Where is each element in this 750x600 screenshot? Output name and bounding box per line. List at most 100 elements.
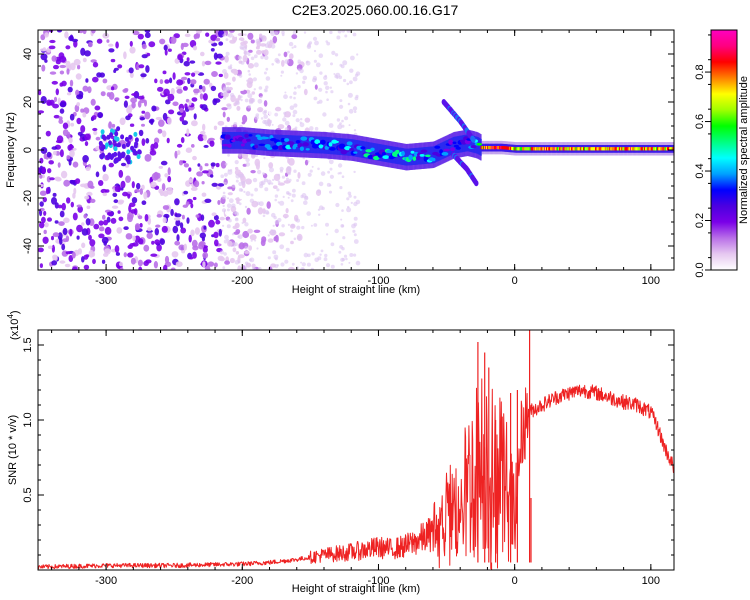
- noise-speck: [94, 105, 101, 111]
- noise-speck: [133, 208, 138, 216]
- noise-speck: [339, 171, 342, 175]
- noise-speck: [280, 70, 284, 74]
- trace-blob: [408, 154, 413, 161]
- noise-speck: [338, 75, 343, 80]
- colorbar-tick-label: 0.2: [694, 213, 706, 228]
- trace-band: [293, 135, 296, 153]
- trace-blob: [118, 154, 123, 160]
- noise-speck: [93, 130, 98, 136]
- noise-speck: [202, 252, 209, 259]
- noise-speck: [88, 218, 95, 227]
- trace-blob: [240, 143, 245, 147]
- noise-speck: [333, 73, 336, 75]
- trace-band: [254, 133, 257, 150]
- trace-ridge: [556, 147, 559, 151]
- noise-speck: [227, 240, 233, 247]
- noise-speck: [244, 261, 249, 265]
- noise-speck: [242, 265, 248, 270]
- noise-speck: [49, 71, 57, 75]
- noise-speck: [231, 203, 236, 208]
- trace-ridge: [607, 147, 609, 151]
- noise-speck: [47, 101, 53, 106]
- snr-multiplier-close: ): [9, 310, 21, 314]
- trace-blob: [349, 148, 354, 151]
- noise-speck: [178, 244, 186, 251]
- noise-speck: [120, 180, 126, 189]
- noise-speck: [347, 92, 353, 98]
- noise-speck: [65, 60, 71, 69]
- trace-ridge: [504, 146, 507, 150]
- trace-ridge: [563, 147, 566, 151]
- noise-speck: [108, 91, 115, 100]
- noise-speck: [181, 214, 185, 220]
- noise-speck: [90, 198, 96, 203]
- noise-speck: [337, 30, 342, 34]
- noise-speck: [244, 250, 250, 254]
- trace-band: [403, 148, 405, 166]
- noise-speck: [292, 114, 296, 118]
- noise-speck: [47, 168, 52, 174]
- noise-speck: [229, 257, 235, 264]
- noise-speck: [122, 88, 128, 93]
- noise-speck: [59, 64, 67, 69]
- noise-speck: [353, 216, 358, 221]
- trace-ridge: [588, 147, 591, 151]
- noise-speck: [339, 122, 342, 126]
- noise-speck: [231, 184, 236, 188]
- noise-speck: [340, 257, 345, 262]
- trace-ridge: [487, 146, 490, 150]
- noise-speck: [255, 38, 261, 44]
- noise-speck: [217, 120, 225, 126]
- noise-speck: [293, 96, 296, 100]
- trace-blob: [125, 142, 130, 148]
- noise-speck: [225, 45, 231, 50]
- noise-speck: [234, 160, 239, 165]
- noise-speck: [122, 191, 129, 197]
- trace-ridge: [531, 147, 534, 151]
- noise-speck: [225, 82, 232, 86]
- noise-speck: [233, 33, 238, 37]
- noise-speck: [77, 64, 81, 70]
- noise-speck: [268, 110, 275, 116]
- noise-speck: [195, 214, 200, 218]
- trace-ridge: [583, 147, 585, 151]
- noise-speck: [347, 102, 351, 106]
- trace-ridge: [642, 147, 645, 151]
- noise-speck: [200, 104, 208, 111]
- noise-speck: [46, 151, 52, 158]
- noise-speck: [321, 206, 325, 211]
- spectrogram-trace: [98, 99, 674, 187]
- noise-speck: [110, 58, 116, 63]
- noise-speck: [138, 129, 144, 137]
- noise-speck: [222, 224, 225, 227]
- noise-speck: [328, 159, 334, 165]
- noise-speck: [355, 199, 361, 205]
- noise-speck: [326, 41, 331, 46]
- noise-speck: [244, 205, 248, 209]
- noise-speck: [188, 256, 194, 260]
- noise-speck: [53, 114, 60, 119]
- x-tick-label: 100: [642, 575, 660, 587]
- noise-speck: [265, 85, 269, 89]
- trace-blob: [276, 141, 283, 147]
- noise-speck: [68, 255, 74, 262]
- trace-ridge: [572, 147, 575, 151]
- trace-blob: [120, 134, 125, 140]
- trace-blob: [242, 138, 248, 144]
- noise-speck: [250, 193, 254, 197]
- trace-ridge: [574, 147, 577, 151]
- noise-speck: [194, 180, 200, 188]
- noise-speck: [172, 72, 176, 80]
- noise-speck: [137, 215, 143, 220]
- noise-speck: [139, 117, 146, 121]
- noise-speck: [147, 227, 152, 232]
- noise-speck: [48, 45, 56, 50]
- noise-speck: [247, 63, 254, 69]
- noise-speck: [156, 214, 162, 218]
- noise-speck: [348, 108, 354, 114]
- trace-blob: [108, 140, 112, 146]
- noise-speck: [180, 222, 184, 229]
- noise-speck: [222, 111, 226, 118]
- trace-blob: [98, 140, 103, 146]
- noise-speck: [174, 198, 180, 206]
